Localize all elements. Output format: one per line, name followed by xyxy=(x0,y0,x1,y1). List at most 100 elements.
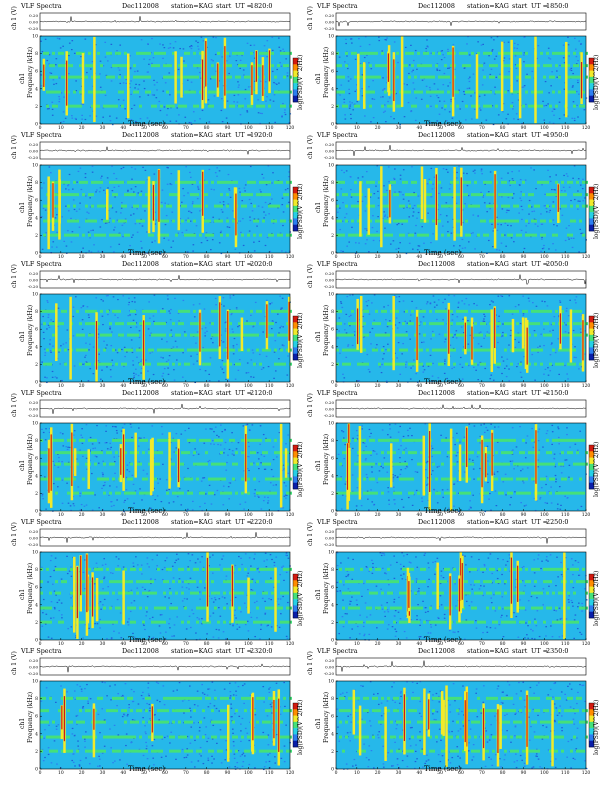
noise-speck xyxy=(152,315,155,317)
noise-speck xyxy=(208,373,211,376)
band-cell xyxy=(519,362,522,366)
noise-speck xyxy=(105,442,108,444)
noise-speck xyxy=(406,429,409,431)
noise-speck xyxy=(383,215,386,218)
noise-speck xyxy=(405,366,407,368)
noise-speck xyxy=(522,313,525,315)
band-cell xyxy=(339,322,342,326)
noise-speck xyxy=(578,40,580,42)
band-cell xyxy=(217,309,220,313)
noise-speck xyxy=(384,332,387,334)
band-cell xyxy=(336,75,339,79)
noise-speck xyxy=(339,228,341,231)
noise-speck xyxy=(103,340,105,342)
band-cell xyxy=(579,219,582,223)
noise-speck xyxy=(99,86,102,88)
noise-speck xyxy=(490,509,492,511)
band-cell xyxy=(115,322,118,326)
noise-speck xyxy=(463,90,465,93)
band-cell xyxy=(483,322,486,326)
band-cell xyxy=(226,64,229,68)
noise-speck xyxy=(474,172,476,174)
noise-speck xyxy=(562,186,565,188)
noise-speck xyxy=(66,329,69,331)
band-cell xyxy=(244,204,247,208)
noise-speck xyxy=(443,341,446,343)
noise-speck xyxy=(347,345,349,347)
noise-speck xyxy=(509,184,511,187)
band-cell xyxy=(369,193,372,197)
band-cell xyxy=(211,333,214,337)
band-cell xyxy=(336,322,339,326)
noise-speck xyxy=(447,85,449,87)
noise-speck xyxy=(140,240,142,242)
noise-speck xyxy=(232,345,235,347)
noise-speck xyxy=(510,237,513,239)
band-cell xyxy=(256,104,259,108)
freq-axis-label: Frequency (kHz) xyxy=(27,46,34,98)
noise-speck xyxy=(572,177,574,179)
noise-speck xyxy=(135,83,137,85)
y-tick-label: 0 xyxy=(35,122,38,128)
band-cell xyxy=(516,219,519,223)
colorbar-segment xyxy=(293,89,298,97)
noise-speck xyxy=(436,304,438,306)
ch-tick-label: -0.20 xyxy=(324,413,335,418)
noise-speck xyxy=(86,71,88,74)
band-cell xyxy=(268,104,271,108)
band-cell xyxy=(193,322,196,326)
spectrogram-panel: VLF Spectra Dec112008 station=KAG start 2020… xyxy=(10,260,310,388)
band-cell xyxy=(405,180,408,184)
noise-speck xyxy=(151,94,154,96)
band-cell xyxy=(76,348,79,352)
ch-tick-label: 0.00 xyxy=(29,20,38,25)
noise-speck xyxy=(56,377,58,379)
band-cell xyxy=(151,309,154,313)
noise-speck xyxy=(231,432,233,434)
band-cell xyxy=(564,333,567,337)
noise-speck xyxy=(228,482,231,484)
band-cell xyxy=(247,491,250,495)
band-cell xyxy=(109,180,112,184)
band-cell xyxy=(136,219,139,223)
noise-speck xyxy=(129,245,131,247)
band-cell xyxy=(148,451,151,455)
band-cell xyxy=(414,362,417,366)
noise-speck xyxy=(199,506,201,508)
band-cell xyxy=(184,451,187,455)
noise-speck xyxy=(462,332,465,334)
band-cell xyxy=(178,75,181,79)
band-cell xyxy=(184,362,187,366)
noise-speck xyxy=(221,431,224,433)
band-cell xyxy=(160,204,163,208)
colorbar-segment xyxy=(293,218,298,226)
panel-title: VLF Spectra xyxy=(21,2,62,10)
noise-speck xyxy=(343,377,346,379)
noise-speck xyxy=(568,186,571,188)
noise-speck xyxy=(486,252,488,255)
y-tick-label: 8 xyxy=(331,51,334,57)
noise-speck xyxy=(80,503,83,506)
noise-speck xyxy=(275,484,277,486)
noise-speck xyxy=(89,115,91,117)
noise-speck xyxy=(345,213,348,215)
x-tick-label: 70 xyxy=(183,125,189,130)
band-cell xyxy=(103,362,106,366)
noise-speck xyxy=(187,217,190,219)
band-cell xyxy=(555,362,558,366)
noise-speck xyxy=(440,59,443,61)
noise-speck xyxy=(573,119,576,122)
band-cell xyxy=(250,322,253,326)
band-cell xyxy=(477,333,480,337)
band-cell xyxy=(100,333,103,337)
band-cell xyxy=(543,233,546,237)
noise-speck xyxy=(104,347,107,349)
noise-speck xyxy=(205,237,207,239)
band-cell xyxy=(220,451,223,455)
noise-speck xyxy=(125,489,128,491)
band-cell xyxy=(94,309,97,313)
noise-speck xyxy=(170,173,173,175)
band-cell xyxy=(477,233,480,237)
noise-speck xyxy=(233,364,236,366)
band-cell xyxy=(70,75,73,79)
